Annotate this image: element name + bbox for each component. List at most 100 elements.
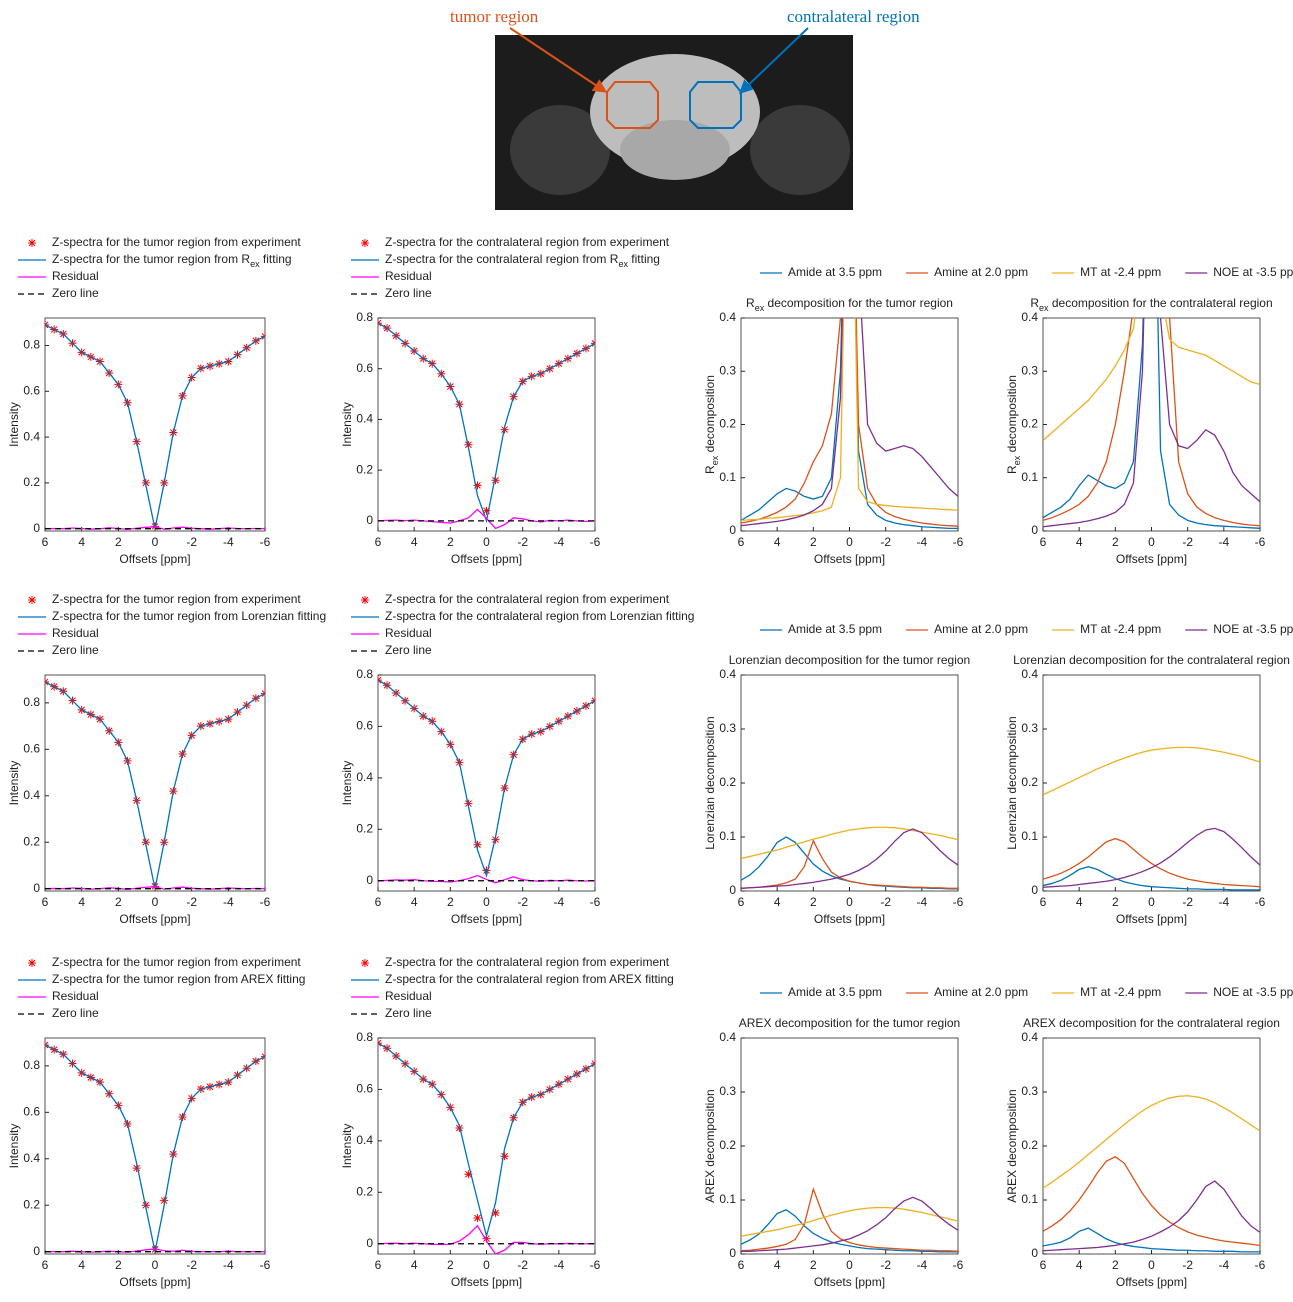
y-tick-label: 0.6 xyxy=(23,383,40,397)
series-line xyxy=(378,323,595,521)
x-tick-label: -4 xyxy=(553,895,564,909)
y-tick-label: 0.8 xyxy=(23,695,40,709)
y-tick-label: 0 xyxy=(1031,523,1038,537)
y-tick-label: 0.1 xyxy=(719,1192,736,1206)
x-tick-label: 2 xyxy=(447,1258,454,1272)
chart-title: Lorenzian decomposition for the tumor re… xyxy=(729,653,970,667)
series-line xyxy=(741,1189,958,1251)
legend-label: MT at -2.4 ppm xyxy=(1080,985,1161,999)
x-tick-label: 6 xyxy=(42,535,49,549)
legend-label: Z-spectra for the contralateral region f… xyxy=(385,252,660,269)
series-line xyxy=(1043,1157,1260,1246)
x-tick-label: -6 xyxy=(953,895,964,909)
plot-area xyxy=(41,678,269,890)
x-tick-label: 0 xyxy=(1148,895,1155,909)
legend-swatch xyxy=(28,596,36,604)
legend-label: MT at -2.4 ppm xyxy=(1080,622,1161,636)
x-tick-label: 4 xyxy=(774,535,781,549)
series-line xyxy=(1043,867,1260,890)
x-tick-label: 0 xyxy=(1148,1258,1155,1272)
x-tick-label: -6 xyxy=(590,1258,601,1272)
axes-box xyxy=(1043,318,1260,531)
y-tick-label: 0.3 xyxy=(1021,1084,1038,1098)
axes-box xyxy=(378,318,595,531)
legend-label: Z-spectra for the contralateral region f… xyxy=(385,955,670,969)
x-tick-label: 0 xyxy=(483,895,490,909)
series-line xyxy=(741,1208,958,1237)
x-tick-label: 2 xyxy=(1112,535,1119,549)
chart: 6420-2-4-600.10.20.30.4Offsets [ppm]Rex … xyxy=(1005,0,1272,566)
mri-image: tumor region contralateral region xyxy=(450,7,920,210)
series-line xyxy=(378,1043,595,1236)
y-tick-label: 0 xyxy=(1031,883,1038,897)
legend-label: Z-spectra for the contralateral region f… xyxy=(385,972,674,986)
plot-area xyxy=(374,676,599,883)
y-tick-label: 0.2 xyxy=(719,417,736,431)
y-tick-label: 0.8 xyxy=(23,338,40,352)
y-tick-label: 0 xyxy=(729,883,736,897)
series-line xyxy=(1043,1096,1260,1188)
x-tick-label: 6 xyxy=(42,895,49,909)
x-tick-label: -6 xyxy=(953,1258,964,1272)
chart: 6420-2-4-600.20.40.60.8Offsets [ppm]Inte… xyxy=(340,592,694,926)
y-tick-label: 0.4 xyxy=(23,429,40,443)
tissue xyxy=(750,105,850,195)
y-tick-label: 0.2 xyxy=(719,775,736,789)
y-tick-label: 0.2 xyxy=(23,1197,40,1211)
x-axis-label: Offsets [ppm] xyxy=(451,552,522,566)
x-tick-label: 4 xyxy=(1076,895,1083,909)
y-tick-label: 0 xyxy=(366,873,373,887)
x-tick-label: -6 xyxy=(590,535,601,549)
y-tick-label: 0.4 xyxy=(356,412,373,426)
y-tick-label: 0 xyxy=(366,1236,373,1250)
y-tick-label: 0.6 xyxy=(23,1104,40,1118)
y-tick-label: 0.8 xyxy=(23,1058,40,1072)
y-axis-label: Lorenzian decomposition xyxy=(703,716,717,849)
x-tick-label: 6 xyxy=(375,895,382,909)
x-tick-label: 4 xyxy=(774,895,781,909)
legend-label: Zero line xyxy=(52,1006,99,1020)
y-tick-label: 0 xyxy=(729,1246,736,1260)
series-line xyxy=(1043,0,1260,526)
x-tick-label: 6 xyxy=(375,535,382,549)
x-tick-label: 2 xyxy=(810,895,817,909)
y-tick-label: 0.6 xyxy=(23,741,40,755)
chart: 6420-2-4-600.10.20.30.4Offsets [ppm]Lore… xyxy=(1005,653,1290,926)
legend-label: Z-spectra for the tumor region from Lore… xyxy=(52,609,326,623)
x-tick-label: 0 xyxy=(483,535,490,549)
legend-label: Zero line xyxy=(385,1006,432,1020)
legend-label: Residual xyxy=(385,989,432,1003)
legend-label: Z-spectra for the tumor region from expe… xyxy=(52,235,301,249)
legend-label: Zero line xyxy=(385,286,432,300)
plot-area xyxy=(41,1041,269,1253)
legend-label: Amine at 2.0 ppm xyxy=(934,622,1028,636)
x-tick-label: -4 xyxy=(223,535,234,549)
legend-label: Residual xyxy=(52,626,99,640)
series-line xyxy=(741,829,958,888)
figure: tumor region contralateral region 6 4 2 0 -2… xyxy=(0,0,1293,1297)
y-tick-label: 0.3 xyxy=(719,363,736,377)
chart: 6420-2-4-600.10.20.30.4Offsets [ppm]AREX… xyxy=(703,985,1293,1289)
x-tick-label: -2 xyxy=(880,895,891,909)
x-axis-label: Offsets [ppm] xyxy=(1116,1275,1187,1289)
x-tick-label: -4 xyxy=(1218,1258,1229,1272)
chart: 6420-2-4-600.20.40.60.8Offsets [ppm]Inte… xyxy=(340,955,674,1289)
x-tick-label: -4 xyxy=(553,1258,564,1272)
x-axis-label: Offsets [ppm] xyxy=(814,552,885,566)
y-tick-label: 0.6 xyxy=(356,719,373,733)
plot-area xyxy=(1043,747,1260,890)
data-point xyxy=(501,1152,509,1160)
y-tick-label: 0.6 xyxy=(356,1082,373,1096)
legend-label: Z-spectra for the contralateral region f… xyxy=(385,592,670,606)
legend-label: Amine at 2.0 ppm xyxy=(934,985,1028,999)
x-tick-label: 0 xyxy=(846,1258,853,1272)
x-tick-label: -4 xyxy=(1218,535,1229,549)
series-line xyxy=(1043,1181,1260,1251)
legend-label: Residual xyxy=(52,269,99,283)
x-tick-label: 6 xyxy=(738,895,745,909)
x-tick-label: 6 xyxy=(375,1258,382,1272)
y-tick-label: 0.8 xyxy=(356,310,373,324)
series-line xyxy=(1043,839,1260,887)
legend-label: Amide at 3.5 ppm xyxy=(788,622,882,636)
